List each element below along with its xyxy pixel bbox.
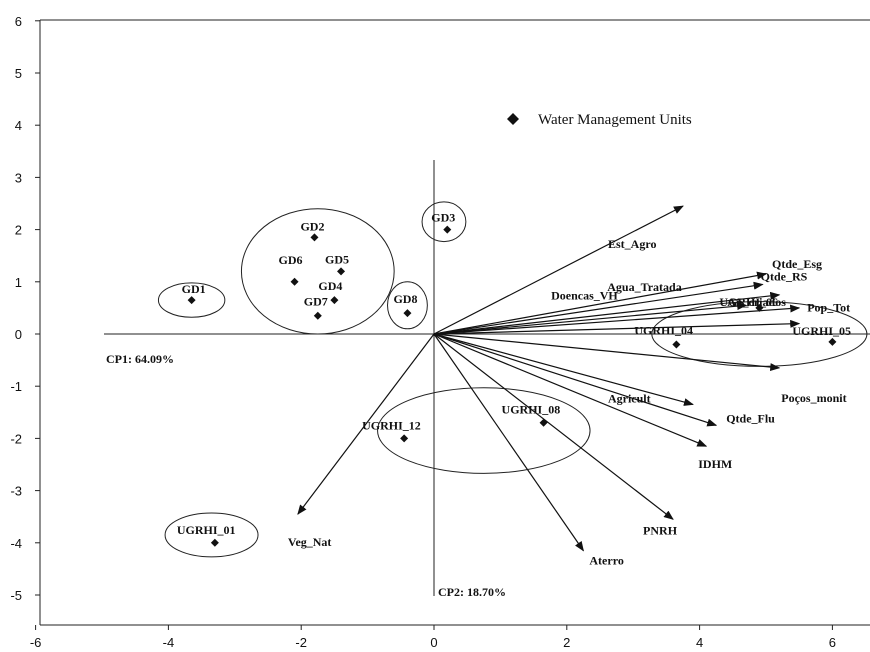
vector-arrow [433,291,781,335]
score-point [337,267,346,276]
score-point [210,538,219,547]
point-label: GD7 [304,295,328,309]
point-label: GD3 [431,211,455,225]
x-tick-label: -4 [163,635,175,650]
vector-arrow [433,333,781,372]
group-ellipse [377,387,591,474]
loading-vectors: Est_AgroQtde_EsgQtde_RSAgua_TratadaAn_cr… [288,205,850,568]
vector-label: Pop_Tot [807,301,850,315]
score-point [828,337,837,346]
vector-arrow [433,333,708,447]
point-label: UGRHI_05 [792,324,851,338]
y-tick-label: 1 [15,275,22,290]
score-point [313,311,322,320]
vector-label: Qtde_Esg [772,257,822,271]
score-point [672,340,681,349]
x-tick-label: 2 [563,635,570,650]
y-tick-label: 3 [15,170,22,185]
point-label: GD1 [182,282,206,296]
y-tick-label: 5 [15,66,22,81]
vector-arrow [433,333,674,520]
group-ellipse [240,208,395,335]
score-point [290,277,299,286]
legend-label: Water Management Units [538,112,692,128]
score-point [539,418,548,427]
x-tick-label: 0 [430,635,437,650]
legend: Water Management Units [507,112,692,128]
y-tick-label: 0 [15,327,22,342]
y-tick-label: 4 [15,118,22,133]
vector-arrow [433,319,801,335]
y-tick-label: 6 [15,14,22,29]
group-ellipse [387,281,428,330]
vector-label: Agricult [608,391,651,405]
group-ellipse [164,512,259,558]
point-label: UGRHI_01 [177,523,236,537]
y-tick-label: -5 [10,588,22,603]
vector-arrow [433,304,801,335]
point-label: GD6 [279,253,303,267]
group-ellipses [157,201,868,558]
x-tick-label: -6 [30,635,42,650]
vector-label: PNRH [643,523,678,537]
vector-label: Qtde_Flu [726,411,775,425]
y-tick-label: -1 [10,379,22,394]
vector-arrow [433,302,748,335]
point-label: GD8 [393,292,417,306]
vector-label: Aterro [589,554,623,568]
vector-label: Doencas_VH [551,288,618,302]
score-points: GD1 GD2 GD6 GD5 GD4 GD7 GD8 GD3 UGRHI_01 UGRHI_12… [177,211,851,547]
point-label: UGRHI_08 [502,403,561,417]
point-label: GD5 [325,252,349,266]
vector-arrow [433,333,718,427]
score-point [443,225,452,234]
point-label: GD2 [300,219,324,233]
y-tick-label: -2 [10,431,22,446]
y-axis-ticks: 6 5 4 3 2 1 0 -1 -2 -3 -4 -5 [10,14,40,603]
point-label: UGRHI_12 [362,418,421,432]
vector-label: Poços_monit [781,391,846,405]
y-tick-label: -4 [10,536,22,551]
score-point [403,309,412,318]
score-point [400,434,409,443]
axis-cp2-label: CP2: 18.70% [438,585,506,599]
vector-arrow [433,333,584,552]
vector-label: Veg_Nat [288,535,332,549]
score-point [310,233,319,242]
x-axis-ticks: -6 -4 -2 0 2 4 6 [30,625,836,650]
x-tick-label: -2 [295,635,307,650]
legend-marker-icon [507,113,519,125]
point-label: GD4 [318,279,342,293]
axis-cp1-label: CP1: 64.09% [106,352,174,366]
vector-arrow [297,333,435,515]
point-label: UGRHI_06 [719,295,778,309]
group-ellipse [421,201,467,243]
vector-label: Qtde_RS [761,269,808,283]
score-point [330,296,339,305]
vector-label: Agua_Tratada [607,280,681,294]
vector-arrow [433,333,694,406]
vector-arrow [433,271,767,335]
group-ellipse [157,282,226,318]
x-tick-label: 6 [829,635,836,650]
vector-arrow [433,205,684,335]
vector-label: Est_Agro [608,237,656,251]
y-tick-label: -3 [10,484,22,499]
vector-label: IDHM [698,457,732,471]
y-tick-label: 2 [15,223,22,238]
score-point [187,296,196,305]
vector-arrow [433,281,764,335]
x-tick-label: 4 [696,635,703,650]
point-label: UGRHI_04 [634,323,693,337]
score-point [755,303,764,312]
